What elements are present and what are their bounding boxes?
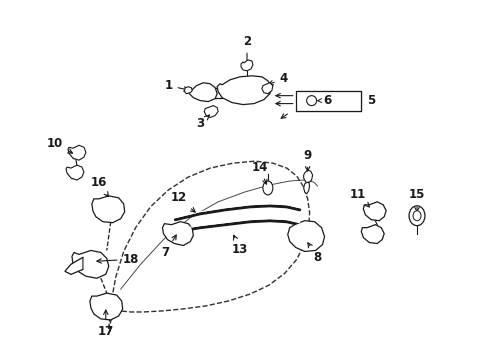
Polygon shape (204, 105, 218, 117)
Text: 12: 12 (170, 192, 195, 212)
Polygon shape (287, 221, 324, 251)
Bar (295, 91, 361, 111)
Polygon shape (241, 60, 252, 71)
Ellipse shape (412, 211, 420, 221)
Polygon shape (66, 165, 84, 180)
Polygon shape (72, 251, 108, 278)
Polygon shape (303, 182, 309, 194)
Text: 4: 4 (268, 72, 287, 85)
Polygon shape (184, 87, 192, 94)
Polygon shape (217, 76, 271, 105)
Ellipse shape (408, 206, 424, 226)
Text: 9: 9 (303, 149, 311, 171)
Polygon shape (92, 196, 124, 223)
Text: 3: 3 (196, 115, 209, 130)
Circle shape (306, 96, 316, 105)
Ellipse shape (263, 181, 272, 195)
Text: 13: 13 (231, 235, 247, 256)
Text: 10: 10 (47, 137, 72, 153)
Polygon shape (188, 83, 217, 102)
Text: 6: 6 (323, 94, 331, 107)
Polygon shape (303, 170, 312, 183)
Polygon shape (90, 293, 122, 320)
Text: 15: 15 (408, 188, 425, 212)
Text: 14: 14 (251, 161, 267, 184)
Text: 7: 7 (161, 235, 176, 259)
Polygon shape (68, 145, 86, 160)
Text: 1: 1 (164, 79, 188, 92)
Text: 16: 16 (90, 176, 108, 197)
Polygon shape (361, 225, 384, 243)
Text: 17: 17 (98, 310, 114, 338)
Polygon shape (65, 257, 83, 274)
Text: 2: 2 (243, 35, 250, 67)
Polygon shape (363, 202, 386, 221)
Polygon shape (262, 83, 272, 94)
Text: 11: 11 (348, 188, 368, 207)
Text: 8: 8 (307, 243, 321, 264)
Text: 18: 18 (97, 253, 139, 266)
Polygon shape (162, 222, 193, 246)
Text: 5: 5 (366, 94, 375, 107)
